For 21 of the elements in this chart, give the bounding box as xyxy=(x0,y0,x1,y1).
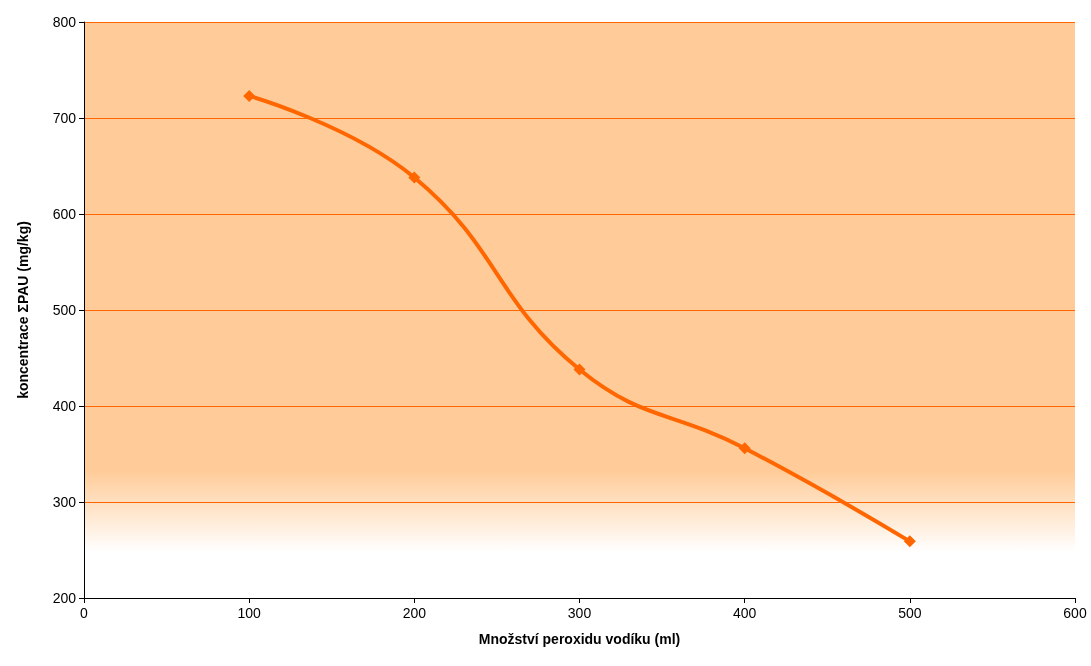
x-tick-label: 0 xyxy=(80,605,89,621)
y-tick-label: 600 xyxy=(52,206,77,222)
x-axis-title: Množství peroxidu vodíku (ml) xyxy=(478,631,681,647)
x-tick-label: 400 xyxy=(732,605,757,621)
y-tick-label: 200 xyxy=(52,590,77,606)
x-tick-label: 200 xyxy=(402,605,427,621)
y-axis-title: koncentrace ΣPAU (mg/kg) xyxy=(15,221,31,399)
y-tick-label: 400 xyxy=(52,398,77,414)
point xyxy=(738,442,751,455)
y-tick-label: 300 xyxy=(52,494,77,510)
y-tick-label: 800 xyxy=(52,14,77,30)
point xyxy=(243,89,256,102)
x-tick-label: 600 xyxy=(1063,605,1087,621)
point xyxy=(408,171,421,184)
x-tick-label: 100 xyxy=(237,605,262,621)
point xyxy=(573,363,586,376)
y-tick-label: 700 xyxy=(52,110,77,126)
y-tick-label: 500 xyxy=(52,302,77,318)
x-tick-label: 300 xyxy=(567,605,592,621)
x-tick-label: 500 xyxy=(898,605,922,621)
point xyxy=(903,535,916,548)
